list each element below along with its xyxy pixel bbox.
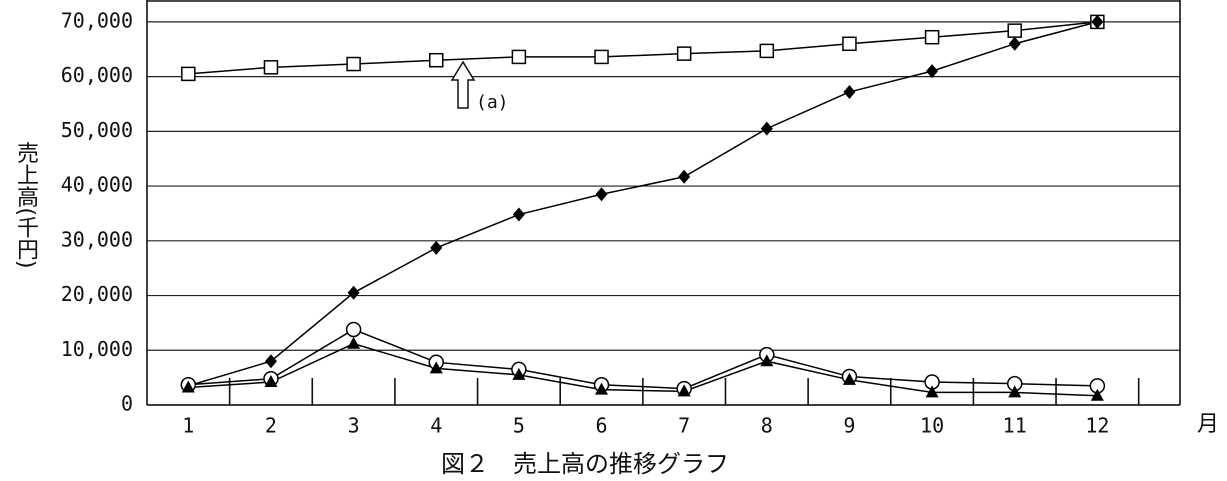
series-line <box>188 21 1098 387</box>
square-marker <box>842 36 857 52</box>
diamond-marker <box>843 84 856 99</box>
y-tick-label: 20,000 <box>61 282 133 306</box>
triangle-marker <box>595 382 609 395</box>
diamond-marker <box>1091 14 1104 29</box>
triangle-marker <box>842 372 856 385</box>
triangle-marker <box>677 384 691 397</box>
x-axis-label: 月 <box>1197 412 1219 437</box>
y-tick-label: 50,000 <box>61 118 133 142</box>
triangle-marker <box>181 380 195 393</box>
y-tick-label: 30,000 <box>61 227 133 251</box>
x-tick-label: 11 <box>1003 414 1027 438</box>
triangle-marker <box>512 367 526 380</box>
y-tick-label: 10,000 <box>61 337 133 361</box>
diamond-marker <box>595 187 608 202</box>
x-tick-label: 6 <box>595 414 607 438</box>
square-marker <box>1007 23 1022 38</box>
diamond-marker <box>760 121 773 136</box>
diamond-marker <box>678 169 691 184</box>
circle-marker <box>345 321 362 338</box>
series-line <box>188 328 1098 390</box>
y-tick-label: 0 <box>121 392 133 416</box>
triangle-marker <box>264 375 278 388</box>
series-line <box>188 342 1098 397</box>
triangle-marker <box>1008 385 1022 398</box>
caption: 図２ 売上高の推移グラフ <box>441 450 729 478</box>
square-marker <box>594 49 609 65</box>
series-line <box>188 21 1098 75</box>
square-marker <box>428 52 444 68</box>
y-tick-label: 60,000 <box>61 63 133 87</box>
x-tick-label: 7 <box>678 414 690 438</box>
triangle-marker <box>760 354 774 367</box>
diamond-marker <box>347 285 360 300</box>
annotation: (a) <box>476 92 509 113</box>
square-marker <box>263 60 279 75</box>
x-tick-label: 2 <box>265 414 277 438</box>
square-marker <box>511 49 527 65</box>
x-tick-label: 9 <box>843 414 855 438</box>
square-marker <box>181 66 196 82</box>
y-tick-label: 70,000 <box>61 8 133 32</box>
x-tick-label: 12 <box>1085 414 1109 438</box>
triangle-marker <box>347 336 361 349</box>
x-tick-label: 4 <box>430 414 442 438</box>
x-tick-label: 1 <box>182 414 194 438</box>
x-tick-label: 10 <box>920 414 944 438</box>
triangle-marker <box>1090 388 1104 401</box>
y-axis-label: 売上高(千円) <box>13 141 39 268</box>
x-tick-label: 8 <box>761 414 773 438</box>
diamond-marker <box>430 240 443 255</box>
annotation-arrow <box>450 60 476 109</box>
square-marker <box>676 46 692 61</box>
square-marker <box>759 43 775 59</box>
x-tick-label: 3 <box>348 414 360 438</box>
diamond-marker <box>512 207 525 222</box>
diamond-marker <box>264 354 277 369</box>
triangle-marker <box>429 361 443 374</box>
y-tick-label: 40,000 <box>61 173 133 197</box>
diamond-marker <box>926 64 939 79</box>
square-marker <box>924 29 940 45</box>
triangle-marker <box>925 385 939 398</box>
x-tick-label: 5 <box>513 414 525 438</box>
diamond-marker <box>1008 36 1021 51</box>
square-marker <box>346 56 361 72</box>
